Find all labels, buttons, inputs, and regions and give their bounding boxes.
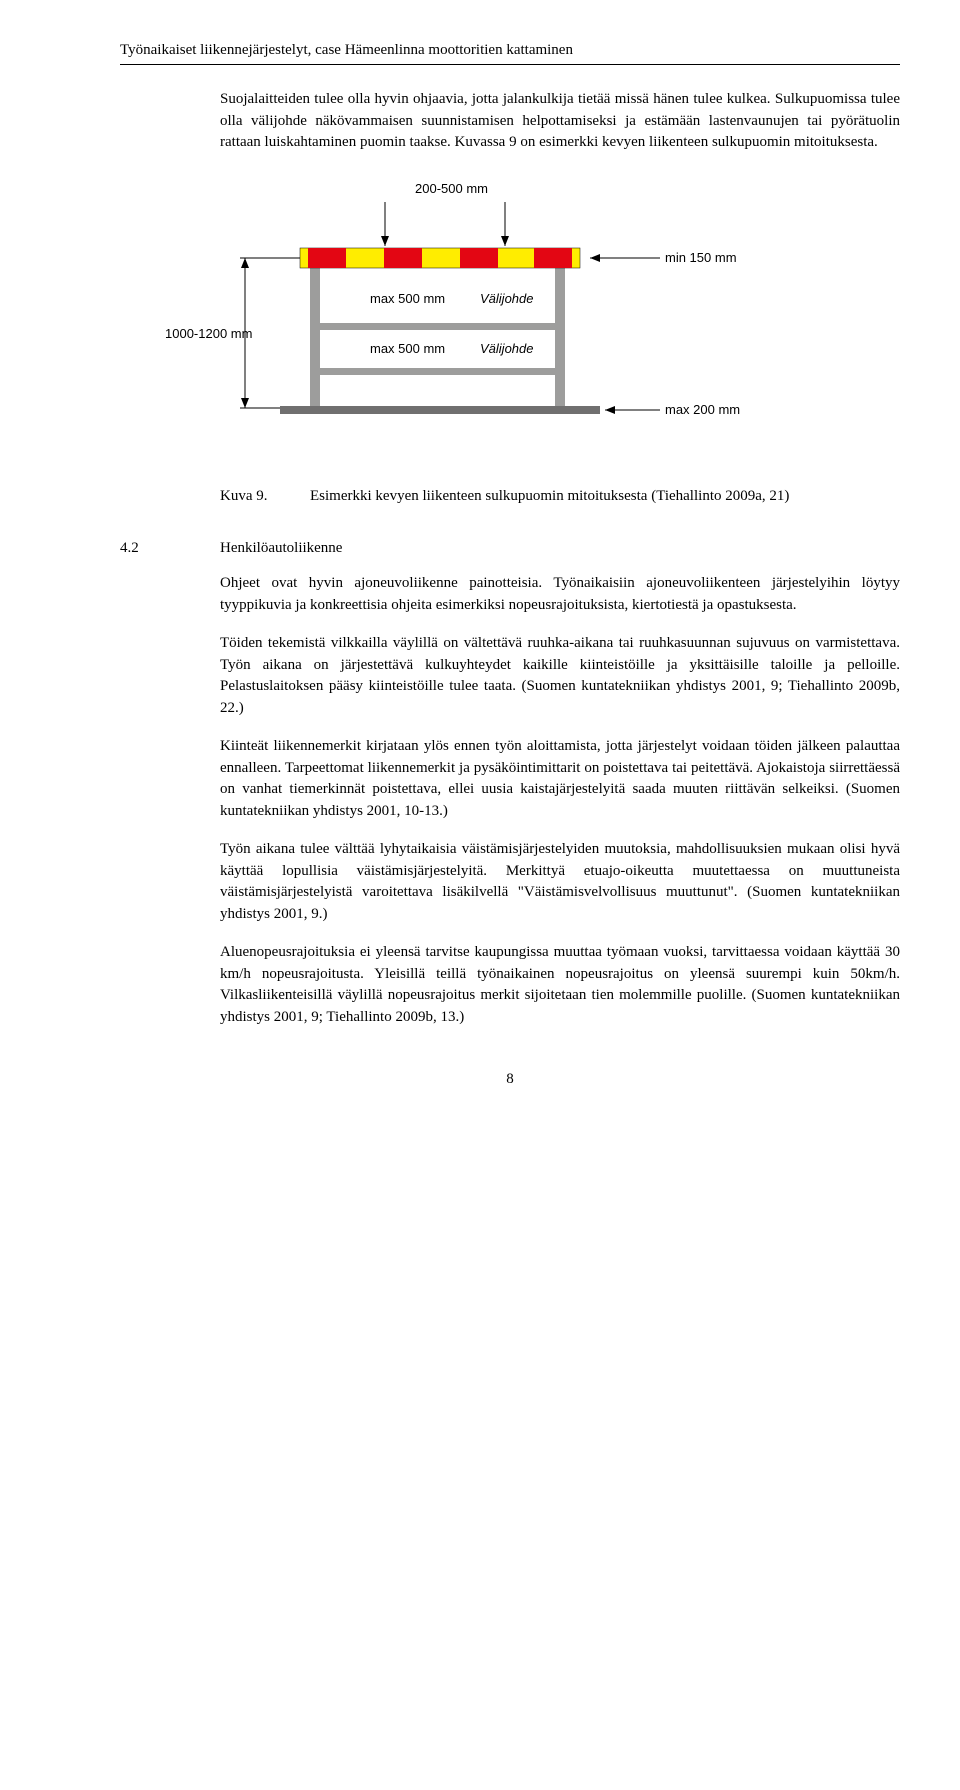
body-paragraph: Ohjeet ovat hyvin ajoneuvoliikenne paino… — [220, 573, 900, 617]
dim-max500b-label: max 500 mm — [370, 341, 445, 356]
dim-min150-label: min 150 mm — [665, 250, 737, 265]
section-heading: 4.2 Henkilöautoliikenne — [120, 538, 900, 560]
section-title: Henkilöautoliikenne — [220, 538, 342, 560]
page-number: 8 — [120, 1069, 900, 1091]
header-title: Työnaikaiset liikennejärjestelyt, case H… — [120, 42, 573, 58]
caption-label: Kuva 9. — [220, 486, 310, 508]
figure-9: 200-500 mm 1000-1200 mm min 150 mm max 5… — [160, 178, 900, 456]
section-number: 4.2 — [120, 538, 220, 560]
dim-max500a-label: max 500 mm — [370, 291, 445, 306]
valijohde-b-label: Välijohde — [480, 341, 534, 356]
valijohde-a-label: Välijohde — [480, 291, 534, 306]
page-header: Työnaikaiset liikennejärjestelyt, case H… — [120, 40, 900, 65]
figure-caption: Kuva 9. Esimerkki kevyen liikenteen sulk… — [220, 486, 900, 508]
dim-top-label: 200-500 mm — [415, 181, 488, 196]
caption-text: Esimerkki kevyen liikenteen sulkupuomin … — [310, 486, 900, 508]
body-paragraph: Töiden tekemistä vilkkailla väylillä on … — [220, 633, 900, 720]
barrier-diagram: 200-500 mm 1000-1200 mm min 150 mm max 5… — [160, 178, 780, 448]
body-paragraph: Työn aikana tulee välttää lyhytaikaisia … — [220, 839, 900, 926]
intro-paragraph: Suojalaitteiden tulee olla hyvin ohjaavi… — [220, 89, 900, 154]
dim-left-label: 1000-1200 mm — [165, 326, 252, 341]
dim-max200-label: max 200 mm — [665, 402, 740, 417]
body-paragraph: Kiinteät liikennemerkit kirjataan ylös e… — [220, 736, 900, 823]
body-paragraph: Aluenopeusrajoituksia ei yleensä tarvits… — [220, 942, 900, 1029]
